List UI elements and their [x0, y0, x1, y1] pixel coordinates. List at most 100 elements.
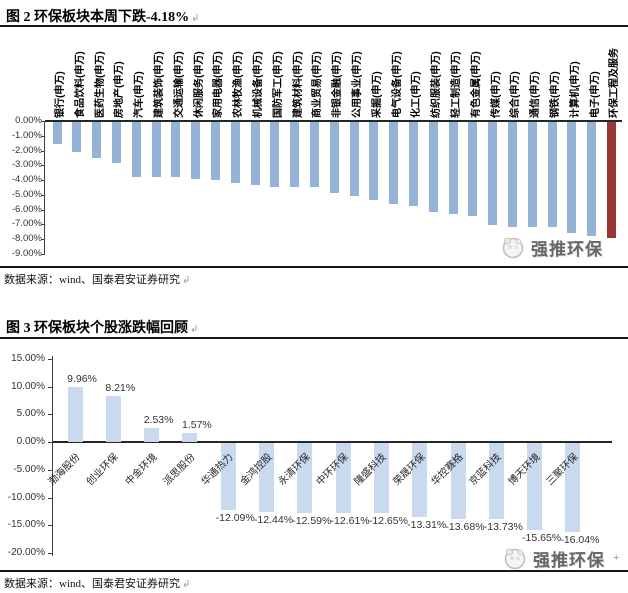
sector-bar	[171, 122, 181, 178]
fig3-title-text: 图 3 环保板块个股涨跌幅回顾	[6, 321, 188, 336]
paragraph-mark: ↲	[182, 275, 191, 286]
sector-bar	[606, 122, 616, 239]
y-tick-mark	[41, 254, 45, 256]
sector-bar	[191, 122, 201, 179]
sector-bar	[408, 122, 418, 206]
y-tick-mark	[41, 180, 45, 182]
y-tick-label: -5.00%	[11, 188, 42, 200]
value-label: -13.73%	[483, 521, 523, 534]
divider-under-fig3-title	[0, 337, 628, 339]
sector-bar	[468, 122, 478, 216]
sector-bar	[72, 122, 82, 152]
stock-label: 渤海股份	[46, 451, 83, 488]
y-tick-mark	[48, 553, 53, 554]
y-tick-label: -5.00%	[13, 463, 45, 475]
y-tick-mark	[41, 165, 45, 167]
y-tick-mark	[48, 525, 53, 527]
value-label: -12.65%	[368, 515, 408, 528]
sector-bar	[270, 122, 280, 187]
stock-bar	[565, 443, 581, 533]
fig2-source-text: 数据来源：wind、国泰君安证券研究	[4, 274, 180, 286]
y-axis-line	[44, 121, 45, 255]
watermark-fig2: 强推环保	[500, 234, 603, 260]
watermark-text: 强推环保	[533, 550, 605, 570]
watermark-text: 强推环保	[531, 239, 603, 259]
y-tick-label: -15.00%	[7, 519, 45, 531]
divider-under-fig2-title	[0, 25, 628, 27]
watermark-fig3: 强推环保 +	[502, 545, 619, 571]
stock-label: 派思股份	[161, 451, 198, 488]
fig2-title-text: 图 2 环保板块本周下跌-4.18%	[6, 10, 190, 25]
sector-bar	[329, 122, 339, 193]
stock-bar	[182, 433, 198, 442]
y-tick-mark	[41, 135, 45, 137]
y-tick-label: -3.00%	[11, 159, 42, 171]
y-tick-label: 0.00%	[16, 436, 45, 447]
y-tick-label: -20.00%	[7, 547, 45, 558]
stock-label: 中金环境	[123, 451, 160, 488]
sector-bar	[131, 122, 141, 177]
divider-under-fig2-chart	[0, 266, 628, 268]
stock-bar	[297, 443, 313, 513]
sector-bar	[250, 122, 260, 185]
y-tick-label: -2.00%	[11, 144, 42, 156]
sector-bar	[151, 122, 161, 177]
y-tick-mark	[41, 239, 45, 241]
sector-bar	[230, 122, 240, 183]
value-label: -12.09%	[215, 512, 255, 525]
zero-line	[53, 441, 612, 443]
paragraph-mark: ↲	[182, 579, 191, 590]
sector-bar	[567, 122, 577, 233]
stock-label: 创业环保	[84, 451, 121, 488]
fig2-title: 图 2 环保板块本周下跌-4.18% ↲	[6, 6, 200, 26]
y-axis-line	[52, 356, 53, 556]
value-label: -13.31%	[407, 518, 447, 531]
y-tick-mark	[41, 209, 45, 211]
sector-bar	[488, 122, 498, 226]
y-tick-mark	[41, 194, 45, 196]
sector-bar	[52, 122, 62, 145]
stock-bar	[144, 427, 160, 442]
y-tick-mark	[41, 121, 45, 122]
y-tick-label: 5.00%	[16, 408, 45, 420]
stock-bar	[527, 443, 543, 530]
fig3-source-text: 数据来源：wind、国泰君安证券研究	[4, 578, 180, 590]
y-tick-mark	[48, 414, 53, 416]
stock-bar	[67, 386, 83, 442]
y-tick-mark	[41, 150, 45, 152]
sector-bar	[92, 122, 102, 159]
stock-bar	[373, 443, 389, 514]
sector-bar	[547, 122, 557, 227]
y-tick-mark	[48, 442, 53, 443]
zero-line	[45, 120, 622, 122]
fig3-title: 图 3 环保板块个股涨跌幅回顾 ↲	[6, 317, 198, 337]
value-label: 9.96%	[67, 372, 97, 385]
fig2-source: 数据来源：wind、国泰君安证券研究 ↲	[4, 271, 190, 287]
sector-bar	[290, 122, 300, 188]
value-label: -12.59%	[292, 514, 332, 527]
sector-bar	[507, 122, 517, 227]
sector-bar	[111, 122, 121, 164]
value-label: -13.68%	[445, 520, 485, 533]
y-tick-label: -7.00%	[11, 218, 42, 230]
value-label: -12.61%	[330, 514, 370, 527]
sector-bar	[369, 122, 379, 201]
watermark-logo-icon	[502, 237, 524, 259]
y-tick-mark	[48, 497, 53, 499]
sector-bar	[587, 122, 597, 236]
y-tick-label: -6.00%	[11, 203, 42, 215]
paragraph-mark: ↲	[190, 324, 199, 335]
y-tick-mark	[48, 358, 53, 360]
y-tick-label: 0.00%	[15, 115, 42, 126]
y-tick-mark	[48, 469, 53, 471]
stock-bar	[450, 443, 466, 519]
sector-bar	[210, 122, 220, 180]
divider-under-fig3-chart	[0, 570, 628, 572]
watermark-logo-icon	[504, 548, 526, 570]
value-label: 2.53%	[143, 413, 174, 426]
cursor-mark: +	[613, 552, 620, 564]
y-tick-label: -10.00%	[7, 491, 45, 503]
y-tick-mark	[41, 224, 45, 226]
value-label: -16.04%	[560, 534, 600, 547]
